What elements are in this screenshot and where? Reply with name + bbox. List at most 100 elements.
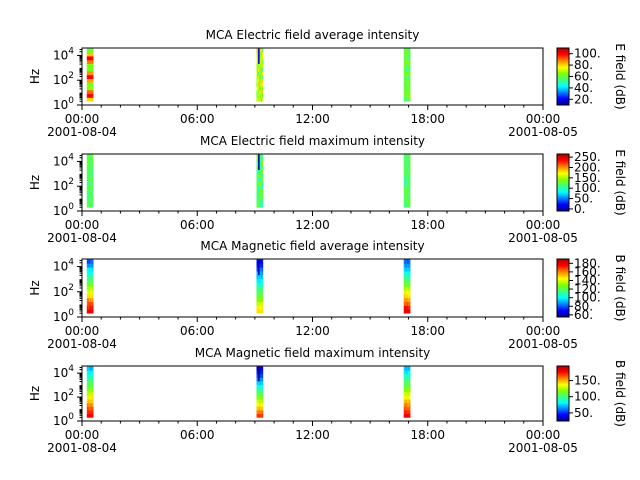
spectrogram-cell bbox=[256, 56, 258, 61]
spectrogram-cell bbox=[86, 305, 88, 310]
spectrogram-cell bbox=[91, 305, 93, 310]
colorbar-tick-label: 100. bbox=[574, 291, 601, 305]
spectrogram-cell bbox=[406, 259, 408, 264]
spectrogram-cell bbox=[89, 370, 91, 375]
spectrogram-cell bbox=[257, 74, 259, 80]
spectrogram-cell bbox=[404, 162, 406, 167]
spectrogram-cell bbox=[258, 180, 260, 186]
spectrogram-cell bbox=[259, 196, 261, 201]
spectrogram-cell bbox=[259, 309, 261, 314]
spectrogram-cell bbox=[259, 297, 261, 303]
spectrogram-cell bbox=[87, 56, 89, 61]
spectrogram-cell bbox=[403, 165, 405, 170]
spectrogram-cell bbox=[90, 97, 92, 102]
spectrogram-cell bbox=[258, 63, 260, 68]
spectrogram-cell bbox=[86, 97, 88, 102]
spectrogram-cell bbox=[404, 395, 406, 400]
spectrogram-cell bbox=[406, 165, 409, 170]
spectrogram-cell bbox=[261, 410, 263, 415]
spectrogram-cell bbox=[406, 78, 408, 83]
spectrogram-cell bbox=[258, 274, 260, 280]
spectrogram-cell bbox=[409, 366, 411, 371]
spectrogram-cell bbox=[90, 82, 92, 87]
spectrogram-cell bbox=[88, 286, 90, 291]
spectrogram-cell bbox=[408, 366, 410, 371]
spectrogram-cell bbox=[262, 392, 264, 396]
spectrogram-cell bbox=[89, 199, 91, 204]
spectrogram-cell bbox=[404, 169, 406, 174]
colorbar-tick-label: 250. bbox=[574, 150, 601, 164]
spectrogram-cell bbox=[90, 184, 92, 189]
spectrogram-cell bbox=[257, 301, 259, 306]
spectrogram-cell bbox=[261, 395, 263, 400]
colorbar bbox=[556, 153, 570, 212]
spectrogram-cell bbox=[261, 71, 263, 76]
spectrogram-cell bbox=[409, 413, 411, 418]
x-tick-label: 12:00 bbox=[295, 428, 330, 442]
spectrogram-cell bbox=[262, 199, 264, 204]
spectrogram-cell bbox=[260, 271, 262, 276]
spectrogram-cell bbox=[260, 192, 262, 197]
spectrogram-cell bbox=[92, 71, 94, 76]
spectrogram-cell bbox=[261, 263, 263, 268]
spectrogram-cell bbox=[91, 392, 93, 396]
spectrogram-cell bbox=[409, 274, 411, 280]
spectrogram-cell bbox=[257, 392, 259, 396]
x-tick-label: 18:00 bbox=[410, 112, 445, 126]
spectrogram-cell bbox=[260, 267, 262, 272]
spectrogram-cell bbox=[92, 274, 94, 280]
spectrogram-cell bbox=[260, 297, 262, 303]
spectrogram-cell bbox=[90, 56, 92, 61]
spectrogram-cell bbox=[89, 82, 91, 87]
spectrogram-cell bbox=[405, 297, 407, 303]
spectrogram-cell bbox=[90, 196, 92, 201]
spectrogram-cell bbox=[403, 271, 405, 276]
spectrogram-cell bbox=[405, 399, 407, 404]
spectrogram-cell bbox=[92, 78, 94, 83]
spectrogram-cell bbox=[258, 413, 260, 418]
spectrogram-cell bbox=[404, 384, 406, 389]
spectrogram-cell bbox=[406, 274, 409, 280]
spectrogram-cell bbox=[88, 384, 90, 389]
spectrogram-cell bbox=[92, 56, 94, 61]
spectrogram-cell bbox=[407, 48, 409, 53]
spectrogram-cell bbox=[404, 48, 406, 53]
spectrogram-cell bbox=[87, 271, 89, 276]
spectrogram-cell bbox=[406, 410, 408, 415]
spectrogram-cell bbox=[408, 271, 410, 276]
spectrogram-cell bbox=[86, 74, 88, 80]
spectrogram-cell bbox=[256, 199, 258, 204]
spectrogram-cell bbox=[88, 82, 90, 87]
spectrogram-cell bbox=[258, 52, 260, 57]
spectrogram-cell bbox=[405, 271, 407, 276]
spectrogram-cell bbox=[89, 282, 91, 287]
spectrogram-cell bbox=[260, 301, 262, 306]
spectrogram-cell bbox=[258, 395, 260, 400]
spectrogram-cell bbox=[409, 410, 411, 415]
spectrogram-cell bbox=[90, 203, 92, 208]
spectrogram-cell bbox=[90, 90, 92, 95]
spectrogram-cell bbox=[406, 203, 408, 208]
spectrogram-cell bbox=[92, 297, 94, 303]
spectrogram-cell bbox=[262, 395, 264, 400]
spectrogram-cell bbox=[90, 74, 92, 80]
colorbar bbox=[556, 258, 570, 318]
colorbar-tick-label: 80. bbox=[574, 58, 593, 72]
spectrogram-cell bbox=[256, 63, 258, 68]
spectrogram-cell bbox=[88, 370, 90, 375]
spectrogram-cell bbox=[258, 173, 260, 178]
spectrogram-cell bbox=[403, 388, 405, 393]
y-tick-label: 100 bbox=[53, 308, 74, 324]
spectrogram-cell bbox=[405, 173, 407, 178]
spectrogram-cell bbox=[406, 370, 408, 375]
spectrogram-cell bbox=[257, 71, 259, 76]
spectrogram-cell bbox=[409, 188, 411, 193]
spectrogram-cell bbox=[89, 406, 91, 411]
spectrogram-cell bbox=[262, 184, 264, 189]
spectrogram-cell bbox=[90, 188, 92, 193]
spectrogram-cell bbox=[91, 395, 93, 400]
spectrogram-cell bbox=[256, 203, 258, 208]
spectrogram-cell bbox=[406, 366, 409, 371]
spectrogram-cell bbox=[90, 52, 92, 57]
spectrogram-cell bbox=[90, 282, 92, 287]
